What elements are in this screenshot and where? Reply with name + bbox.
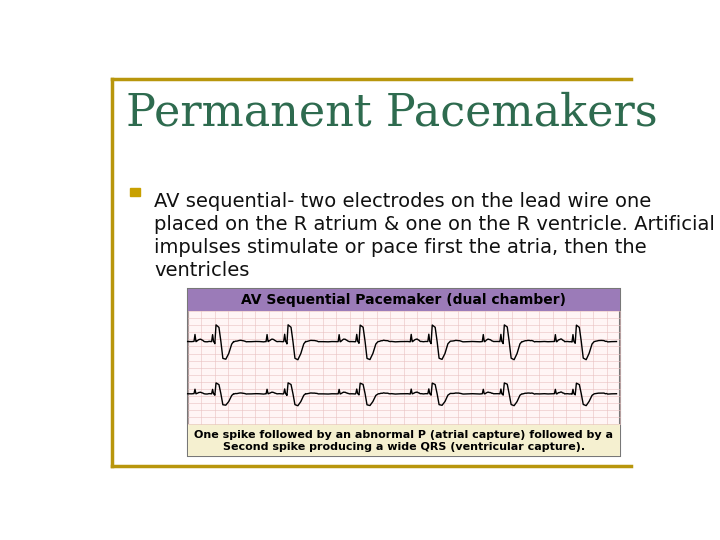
Text: ventricles: ventricles [154, 261, 250, 280]
Text: Second spike producing a wide QRS (ventricular capture).: Second spike producing a wide QRS (ventr… [222, 442, 585, 452]
Text: One spike followed by an abnormal P (atrial capture) followed by a: One spike followed by an abnormal P (atr… [194, 430, 613, 441]
Bar [188, 424, 620, 456]
Text: AV sequential- two electrodes on the lead wire one: AV sequential- two electrodes on the lea… [154, 192, 652, 212]
Bar [130, 188, 140, 196]
Text: placed on the R atrium & one on the R ventricle. Artificial: placed on the R atrium & one on the R ve… [154, 215, 715, 234]
Text: Permanent Pacemakers: Permanent Pacemakers [126, 92, 658, 135]
Text: impulses stimulate or pace first the atria, then the: impulses stimulate or pace first the atr… [154, 238, 647, 257]
Text: AV Sequential Pacemaker (dual chamber): AV Sequential Pacemaker (dual chamber) [241, 293, 567, 307]
Bar [188, 289, 620, 456]
Bar [188, 289, 620, 311]
